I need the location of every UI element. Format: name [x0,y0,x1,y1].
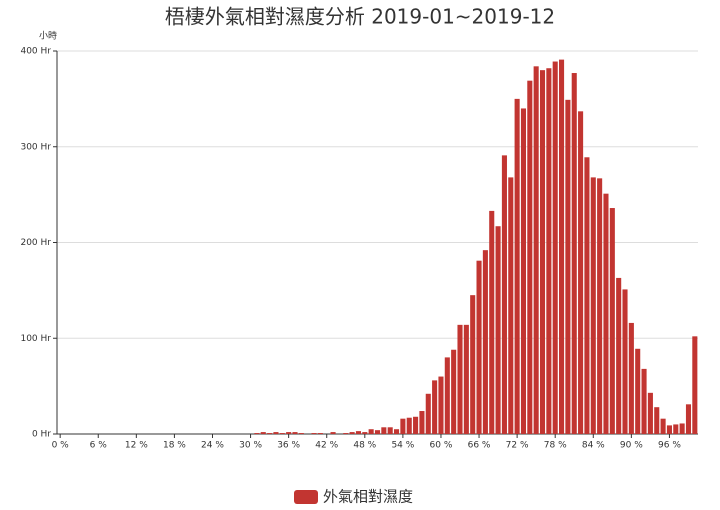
bar [552,61,558,434]
x-tick-label: 42 % [315,441,338,451]
x-tick-label: 36 % [277,441,300,451]
x-tick-label: 30 % [239,441,262,451]
bar [692,336,698,434]
y-tick-label: 200 Hr [20,238,51,248]
bar [527,80,533,435]
bar [451,349,457,434]
bar [520,108,527,434]
bar [495,226,501,434]
bar [260,432,266,434]
bar [362,432,368,434]
bar [597,178,603,434]
bar [330,432,336,434]
x-tick-label: 54 % [391,441,414,451]
legend-swatch [294,490,318,504]
bar [559,59,565,435]
x-tick-label: 12 % [125,441,148,451]
y-axis-label: 小時 [39,31,57,42]
x-tick-label: 6 % [90,441,108,451]
bar [368,429,374,434]
x-tick-label: 48 % [353,441,376,451]
bar [381,427,387,434]
bar [349,432,355,434]
bar [647,392,653,434]
bar [565,99,571,435]
bar [343,433,349,434]
bar [578,111,584,434]
bar [660,418,666,434]
bar [374,430,381,434]
bar [603,193,609,434]
bar [616,277,622,434]
x-tick-label: 96 % [658,441,681,451]
x-tick-label: 90 % [620,441,643,451]
legend-label: 外氣相對濕度 [323,488,413,506]
bar [628,322,634,434]
bar [355,431,361,434]
bar [571,73,577,435]
bar [489,210,495,434]
bar [387,427,393,434]
bar [501,155,507,434]
y-tick-label: 300 Hr [20,142,51,152]
y-tick-label: 100 Hr [20,334,51,344]
bar [539,70,546,435]
bar [482,250,488,434]
bar [298,433,304,434]
bar [533,66,539,434]
bar [432,380,438,434]
y-tick-label: 0 Hr [32,430,51,440]
bar [413,416,419,434]
bar [546,68,552,435]
bar [406,417,412,434]
bar [666,425,672,434]
x-tick-label: 72 % [506,441,529,451]
bar [584,157,590,434]
bar [476,260,482,434]
x-tick-label: 18 % [163,441,186,451]
bar [425,393,431,434]
bar [679,423,685,434]
bar [609,208,615,434]
bar [317,433,323,434]
bar [311,433,317,434]
bar [444,357,450,434]
bar [590,177,596,434]
bar [394,429,400,434]
x-tick-label: 84 % [582,441,605,451]
chart-title: 梧棲外氣相對濕度分析 2019-01~2019-12 [165,5,555,29]
bar [508,177,514,434]
bar [685,404,692,434]
x-tick-label: 78 % [544,441,567,451]
bar [292,432,298,434]
bar [622,289,628,434]
bar [673,424,679,434]
bar [286,432,292,434]
bar [641,368,647,434]
bar [463,324,469,434]
bar [273,432,279,434]
x-tick-label: 24 % [201,441,224,451]
bar [635,348,641,434]
bar [267,433,273,434]
x-tick-label: 0 % [52,441,70,451]
bar [654,407,660,434]
bar [438,376,444,434]
bar [419,411,425,434]
bar [470,295,476,434]
bar [457,324,463,434]
y-tick-label: 400 Hr [20,47,51,57]
bar [400,418,406,434]
bar [254,433,260,434]
bar [279,433,285,434]
x-tick-label: 60 % [430,441,453,451]
x-tick-label: 66 % [468,441,491,451]
bar [514,98,520,434]
